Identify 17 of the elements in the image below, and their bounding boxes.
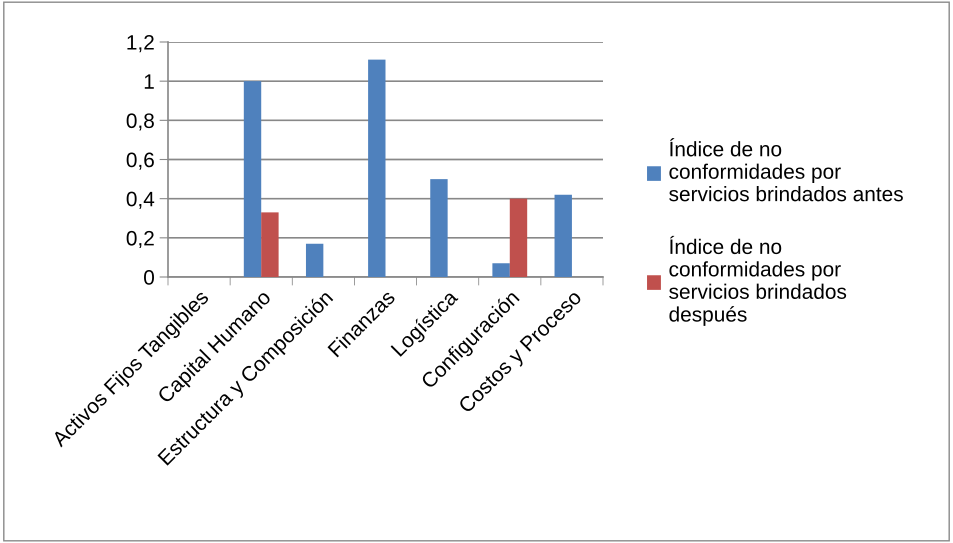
legend-label: Índice de no conformidades por servicios brindados antes [669,138,903,202]
bar [244,81,262,277]
y-tick-label: 0,6 [126,152,154,170]
y-tick-label: 0 [144,270,154,285]
bar [430,179,448,277]
bar [306,244,324,277]
y-tick-label: 0,2 [126,230,154,248]
bar [510,198,528,277]
y-tick-label: 1 [144,74,154,89]
y-tick-label: 1,2 [127,35,154,52]
legend-label: Índice de no conformidades por servicios brindados después [669,236,846,326]
bar [492,263,510,277]
y-tick-label: 0,4 [126,192,154,209]
bar [368,60,386,277]
bar [261,212,279,277]
y-tick-label: 0,8 [126,113,154,131]
bar [554,194,572,277]
